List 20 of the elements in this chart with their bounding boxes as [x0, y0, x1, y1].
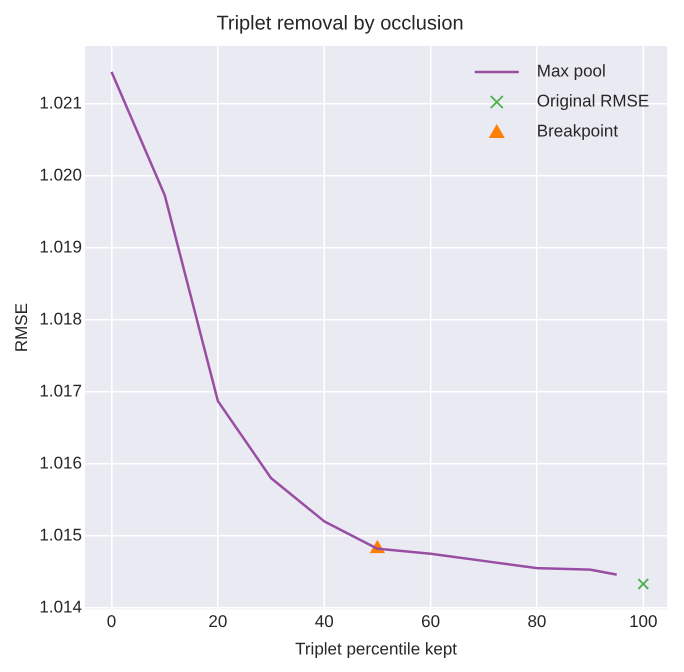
y-axis-title: RMSE: [12, 303, 31, 352]
y-tick-label: 1.018: [39, 309, 82, 328]
y-tick-label: 1.020: [39, 165, 82, 184]
y-tick-label: 1.015: [39, 525, 82, 544]
y-tick-label: 1.016: [39, 453, 82, 472]
x-tick-label: 100: [629, 612, 658, 632]
y-tick-label: 1.019: [39, 237, 82, 256]
x-axis-title: Triplet percentile kept: [295, 639, 458, 658]
x-tick-label: 0: [106, 612, 116, 632]
x-tick-label: 40: [314, 612, 334, 632]
y-tick-label: 1.014: [39, 597, 82, 616]
legend-label: Original RMSE: [536, 92, 650, 111]
y-tick-label: 1.021: [39, 93, 82, 112]
x-tick-label: 20: [208, 612, 228, 632]
x-tick-label: 80: [527, 612, 546, 632]
legend-label: Max pool: [536, 62, 606, 81]
chart-title: Triplet removal by occlusion: [216, 12, 464, 35]
y-tick-label: 1.017: [39, 381, 82, 400]
legend-label: Breakpoint: [536, 122, 618, 141]
x-tick-label: 60: [421, 612, 440, 632]
